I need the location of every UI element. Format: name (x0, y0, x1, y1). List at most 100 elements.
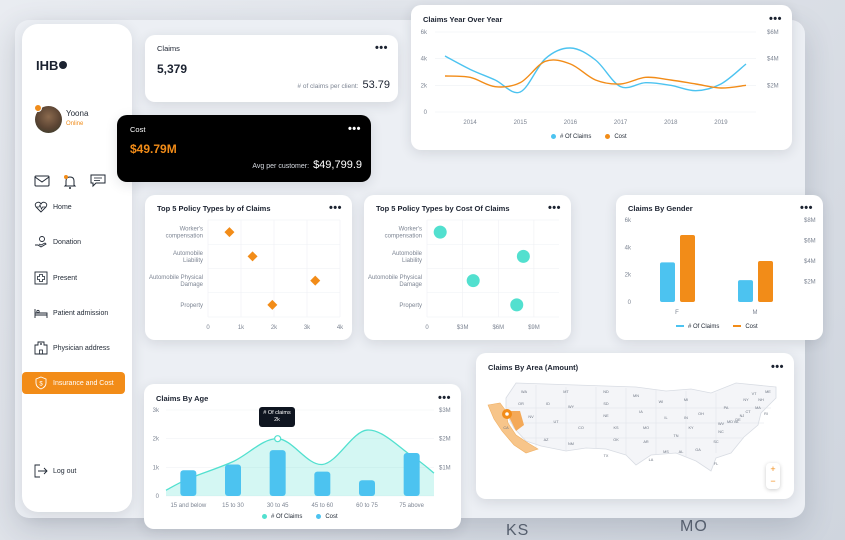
nav-home[interactable]: Home (22, 196, 132, 218)
map-label-ks: KS (506, 522, 530, 539)
cost-value: $49.79M (130, 142, 177, 156)
more-button[interactable]: ••• (328, 202, 342, 214)
card-title: Top 5 Policy Types by Cost Of Claims (376, 204, 510, 213)
card-title: Claims By Age (156, 394, 209, 403)
category-label: Damage (180, 282, 203, 288)
mail-icon[interactable] (34, 174, 50, 190)
more-button[interactable]: ••• (770, 361, 784, 373)
category-label: Automobile Physical (368, 275, 422, 281)
state-label: KY (688, 426, 694, 430)
legend-cost: Cost (733, 324, 758, 330)
y-left-tick: 0 (628, 300, 632, 306)
diamond-point (247, 251, 258, 262)
more-button[interactable]: ••• (347, 123, 361, 135)
x-tick: 30 to 45 (267, 503, 289, 509)
state-label: RI (764, 412, 768, 416)
category-label: Property (399, 303, 422, 309)
avg-per-customer-label: Avg per customer: (252, 163, 310, 170)
state-label: MT (563, 390, 569, 394)
state-label: OH (698, 412, 704, 416)
y-left-tick: 2k (153, 437, 160, 443)
y-right-tick: $6M (767, 30, 779, 36)
nav-donation[interactable]: Donation (22, 231, 132, 253)
x-tick: $6M (492, 325, 504, 331)
nav-label: Home (53, 203, 72, 211)
cost-card: Cost ••• $49.79M Avg per customer: $49,7… (117, 115, 371, 182)
y-left-tick: 6k (421, 30, 428, 36)
category-label: Damage (399, 282, 422, 288)
gender-legend: # Of Claims Cost (676, 324, 758, 330)
us-map[interactable]: WA MT ND MN OR ID SD WI MI WY NE IA IL IN OH PA NY NV UT CO… (476, 353, 794, 499)
logo-badge (59, 61, 68, 69)
state-label: IN (684, 416, 688, 420)
legend-claims: # Of Claims (262, 514, 302, 520)
user-name: Yoona (66, 109, 89, 118)
logout-button[interactable]: Log out (22, 460, 132, 482)
more-button[interactable]: ••• (799, 202, 813, 214)
zoom-out-button[interactable]: − (770, 476, 776, 486)
more-button[interactable]: ••• (437, 392, 451, 404)
card-title: Cost (130, 125, 146, 134)
claims-value: 5,379 (157, 62, 188, 76)
state-label: FL (714, 462, 718, 466)
circle-point (510, 298, 524, 312)
state-label: TX (604, 454, 609, 458)
state-label: UT (553, 420, 559, 424)
claims-per-client: # of claims per client: 53.79 (297, 79, 390, 91)
more-button[interactable]: ••• (768, 13, 782, 25)
x-tick: 2014 (463, 120, 477, 126)
y-left-tick: 2k (421, 83, 428, 89)
state-label: SC (713, 440, 719, 444)
state-label: GA (695, 448, 701, 452)
x-tick: 4k (337, 325, 344, 331)
y-right-tick: $4M (767, 57, 779, 63)
claims-card: Claims ••• 5,379 # of claims per client:… (145, 35, 398, 102)
app-logo: IHB (36, 58, 68, 73)
nav-patient-admission[interactable]: Patient admission (22, 302, 132, 324)
state-label: NM (568, 442, 574, 446)
x-tick: 15 to 30 (222, 503, 244, 509)
bar-cost (180, 470, 197, 496)
area-card: Claims By Area (Amount) ••• WA MT ND MN OR ID… (476, 353, 794, 499)
bell-icon[interactable] (62, 174, 78, 190)
bar-cost (680, 235, 695, 302)
tooltip-value: 2k (274, 417, 280, 423)
series-line-claims (444, 47, 747, 94)
bar-cost (758, 261, 773, 302)
y-right-tick: $1M (439, 465, 451, 471)
state-label: CT (745, 410, 751, 414)
state-label: SD (603, 402, 609, 406)
series-line-cost (444, 59, 747, 89)
logout-icon (34, 464, 48, 478)
state-label: LA (649, 458, 654, 462)
x-tick: 75 above (399, 503, 424, 509)
avg-per-customer-value: $49,799.9 (313, 159, 362, 171)
y-left-tick: 0 (156, 494, 160, 500)
x-tick: $3M (457, 325, 469, 331)
state-label: MA (755, 406, 761, 410)
nav-present[interactable]: Present (22, 267, 132, 289)
state-label: OR (518, 402, 524, 406)
tooltip-title: # Of claims (263, 410, 291, 416)
more-button[interactable]: ••• (547, 202, 561, 214)
state-label: NJ (740, 414, 745, 418)
bar-cost (225, 464, 241, 496)
state-label: TN (673, 434, 678, 438)
y-right-tick: $2M (767, 83, 779, 89)
y-left-tick: 2k (625, 273, 632, 279)
state-label: NV (528, 415, 534, 419)
x-tick: 15 and below (170, 503, 206, 509)
legend-claims: # Of Claims (551, 134, 591, 140)
nav-physician-address[interactable]: Physician address (22, 337, 132, 359)
nav-label: Present (53, 274, 78, 282)
zoom-in-button[interactable]: + (770, 464, 776, 474)
x-tick: 2016 (564, 120, 578, 126)
nav-insurance-and-cost[interactable]: $ Insurance and Cost (22, 372, 125, 394)
age-chart: 0 1k 2k 3k $1M $2M $3M 15 and below 15 to 30 30 t… (153, 408, 451, 509)
policy-claims-card: Top 5 Policy Types by of Claims ••• 0 1k 2… (145, 195, 352, 340)
x-tick: 2017 (614, 120, 628, 126)
x-tick: 2018 (664, 120, 678, 126)
category-label: Property (180, 303, 203, 309)
chat-icon[interactable] (90, 174, 106, 190)
more-button[interactable]: ••• (374, 42, 388, 54)
